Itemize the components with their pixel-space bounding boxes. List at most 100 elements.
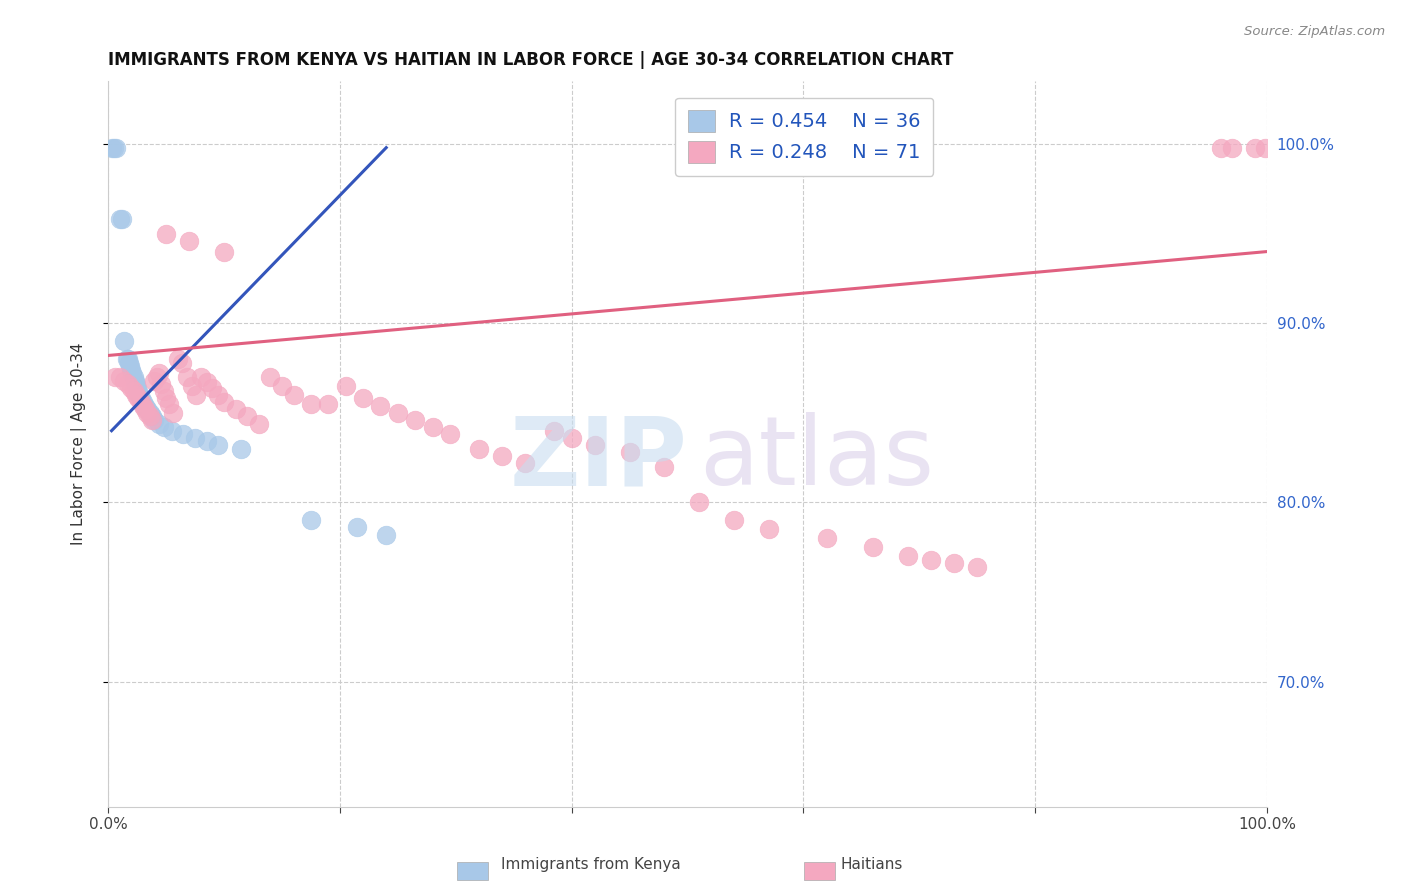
- Point: [134, 402, 156, 417]
- Point: [207, 388, 229, 402]
- Point: [619, 445, 641, 459]
- Point: [195, 376, 218, 390]
- Point: [132, 395, 155, 409]
- Point: [491, 449, 513, 463]
- Point: [155, 392, 177, 406]
- Point: [375, 527, 398, 541]
- Point: [139, 409, 162, 424]
- Point: [404, 413, 426, 427]
- Point: [125, 381, 148, 395]
- Point: [152, 420, 174, 434]
- Point: [897, 549, 920, 563]
- Point: [117, 352, 139, 367]
- Point: [105, 141, 128, 155]
- Point: [122, 370, 145, 384]
- Point: [139, 406, 162, 420]
- Point: [654, 459, 676, 474]
- Point: [468, 442, 491, 456]
- Point: [180, 379, 202, 393]
- Point: [145, 370, 167, 384]
- Point: [212, 244, 235, 259]
- Point: [543, 424, 565, 438]
- Point: [1244, 141, 1267, 155]
- Point: [118, 356, 141, 370]
- Point: [136, 402, 159, 417]
- Point: [439, 427, 461, 442]
- Point: [166, 352, 188, 367]
- Point: [160, 424, 183, 438]
- Point: [122, 384, 145, 399]
- Point: [103, 141, 125, 155]
- Point: [132, 399, 155, 413]
- Point: [299, 513, 322, 527]
- Point: [259, 370, 281, 384]
- Point: [121, 367, 143, 381]
- Point: [125, 377, 148, 392]
- Point: [150, 377, 173, 392]
- Point: [583, 438, 606, 452]
- Text: Immigrants from Kenya: Immigrants from Kenya: [501, 857, 681, 872]
- Point: [152, 384, 174, 399]
- Point: [129, 392, 152, 406]
- Point: [346, 520, 368, 534]
- Point: [316, 397, 339, 411]
- Point: [141, 413, 163, 427]
- Point: [162, 406, 184, 420]
- Point: [136, 406, 159, 420]
- Point: [172, 356, 194, 370]
- Point: [283, 388, 305, 402]
- Point: [271, 379, 294, 393]
- Point: [195, 434, 218, 449]
- Point: [100, 141, 122, 155]
- Point: [815, 531, 838, 545]
- Point: [236, 409, 259, 424]
- Legend: R = 0.454    N = 36, R = 0.248    N = 71: R = 0.454 N = 36, R = 0.248 N = 71: [675, 97, 934, 176]
- Point: [561, 431, 583, 445]
- Point: [120, 359, 142, 374]
- Point: [515, 456, 537, 470]
- Point: [111, 212, 134, 227]
- Point: [129, 395, 152, 409]
- Text: IMMIGRANTS FROM KENYA VS HAITIAN IN LABOR FORCE | AGE 30-34 CORRELATION CHART: IMMIGRANTS FROM KENYA VS HAITIAN IN LABO…: [108, 51, 953, 69]
- Text: ZIP: ZIP: [510, 412, 688, 505]
- Point: [370, 399, 392, 413]
- Point: [127, 384, 149, 399]
- Point: [128, 388, 150, 402]
- Y-axis label: In Labor Force | Age 30-34: In Labor Force | Age 30-34: [72, 343, 87, 545]
- Point: [120, 363, 142, 377]
- Point: [758, 522, 780, 536]
- Point: [352, 392, 374, 406]
- Point: [862, 540, 884, 554]
- Point: [422, 420, 444, 434]
- Point: [176, 370, 198, 384]
- Point: [115, 352, 138, 367]
- Point: [1220, 141, 1243, 155]
- Point: [117, 377, 139, 392]
- Point: [159, 397, 181, 411]
- Point: [247, 417, 270, 431]
- Point: [125, 388, 148, 402]
- Point: [387, 406, 409, 420]
- Point: [184, 431, 207, 445]
- Point: [1209, 141, 1232, 155]
- Point: [231, 442, 253, 456]
- Text: atlas: atlas: [699, 412, 934, 505]
- Point: [186, 388, 208, 402]
- Point: [212, 395, 235, 409]
- Point: [104, 370, 127, 384]
- Point: [688, 495, 710, 509]
- Point: [1254, 141, 1277, 155]
- Point: [108, 370, 131, 384]
- Point: [966, 560, 988, 574]
- Point: [207, 438, 229, 452]
- Point: [943, 557, 966, 571]
- Point: [148, 367, 170, 381]
- Point: [134, 399, 156, 413]
- Point: [148, 417, 170, 431]
- Point: [120, 381, 142, 395]
- Point: [127, 392, 149, 406]
- Point: [179, 234, 201, 248]
- Point: [155, 227, 177, 241]
- Point: [190, 370, 212, 384]
- Point: [124, 374, 146, 388]
